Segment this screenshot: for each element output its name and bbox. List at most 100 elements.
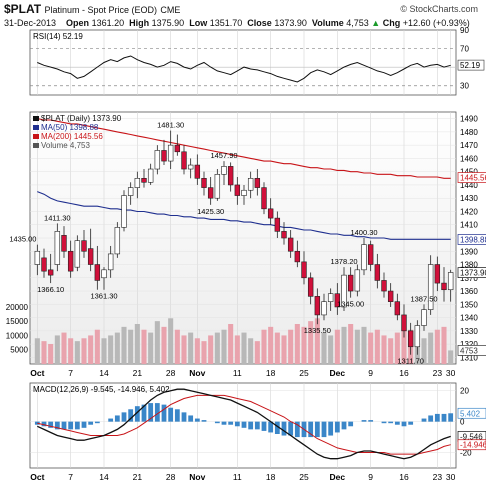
candle-body (41, 257, 47, 272)
candle-body (207, 187, 214, 199)
candle-body (387, 290, 394, 302)
legend-swatch (33, 116, 39, 121)
macd-histogram-bar (114, 415, 120, 422)
volume-bar (201, 341, 207, 364)
volume-bar (108, 335, 114, 364)
price-tick-label: 1320 (460, 340, 478, 349)
volume-bar (294, 324, 300, 364)
macd-histogram-bar (314, 421, 320, 438)
candle-body (61, 235, 67, 252)
legend-entry: MA(200) 1445.56 (41, 132, 103, 141)
legend-entry: Volume 4,753 (41, 141, 90, 150)
macd-histogram-bar (294, 421, 300, 438)
x-tick-label: 30 (446, 472, 456, 482)
volume-bar (194, 338, 200, 364)
candle-body (347, 274, 354, 292)
price-tick-label: 1390 (460, 247, 478, 256)
high-label: High (129, 18, 150, 28)
macd-histogram-bar (74, 421, 80, 430)
macd-histogram-bar (381, 421, 387, 424)
macd-value-box (457, 407, 486, 419)
macd-value-label: -9.546 (460, 432, 483, 441)
volume-bar (88, 335, 94, 364)
volume-bar (301, 326, 307, 364)
candle-body (114, 227, 121, 255)
price-value-box (457, 345, 486, 356)
macd-histogram-bar (328, 421, 334, 436)
price-value-box (457, 234, 486, 245)
volume-bar (128, 329, 134, 364)
rsi-value-label: 52.19 (460, 61, 481, 70)
x-tick-label: 14 (99, 368, 109, 378)
volume-bar (234, 335, 240, 364)
x-tick-label: 21 (133, 368, 143, 378)
volume-bar (81, 338, 87, 364)
volume-bar (134, 324, 140, 364)
macd-value-label: 5.402 (460, 409, 481, 418)
open-label: Open (66, 18, 90, 28)
macd-histogram-bar (348, 421, 354, 427)
rsi-tick-label: 70 (460, 45, 469, 54)
macd-histogram-bar (194, 418, 200, 422)
exchange: CME (160, 5, 181, 15)
volume-bar (248, 338, 254, 364)
x-tick-label: Nov (189, 472, 205, 482)
macd-signal-line (37, 394, 451, 455)
price-tick-label: 1470 (460, 141, 478, 150)
macd-histogram-bar (141, 404, 147, 422)
macd-histogram-bar (121, 412, 127, 422)
macd-histogram-bar (441, 413, 447, 422)
macd-histogram-bar (174, 409, 180, 422)
candle-body (287, 237, 294, 252)
x-tick-label: 28 (166, 472, 176, 482)
price-annotation: 1345.00 (337, 300, 364, 309)
candle-body (81, 240, 87, 252)
macd-histogram-bar (268, 421, 274, 433)
macd-histogram-bar (281, 421, 287, 436)
macd-histogram-bar (54, 421, 60, 430)
macd-histogram-bar (308, 421, 314, 438)
volume-bar (374, 329, 380, 364)
volume-bar (321, 332, 327, 364)
volume-bar (328, 335, 334, 364)
price-annotation: 1435.00 (9, 235, 36, 244)
volume-tick-label: 15000 (6, 317, 29, 326)
rsi-tick-label: 90 (460, 26, 469, 35)
macd-title: MACD(12,26,9) -9.545, -14.946, 5.402 (33, 385, 170, 394)
volume-bar (281, 335, 287, 364)
rsi-value-box (457, 59, 485, 71)
rsi-title: RSI(14) 52.19 (33, 32, 83, 41)
macd-histogram-bar (368, 420, 374, 422)
candle-body (434, 264, 441, 284)
price-tick-label: 1340 (460, 314, 478, 323)
macd-histogram-bar (401, 421, 407, 427)
macd-histogram-bar (68, 421, 74, 430)
candle-body (34, 250, 41, 265)
volume-tick-label: 10000 (6, 331, 29, 340)
volume-bar (61, 332, 67, 364)
x-tick-label: 7 (68, 472, 73, 482)
x-tick-label: 7 (68, 368, 73, 378)
macd-line (37, 388, 451, 460)
ohlc-line: 31-Dec-2013 Open 1361.20 High 1375.90 Lo… (4, 18, 470, 28)
candle-body (147, 168, 154, 183)
volume-bar (94, 329, 100, 364)
volume-bar (441, 326, 447, 364)
price-tick-label: 1430 (460, 194, 478, 203)
x-tick-label: 9 (368, 368, 373, 378)
volume-bar (41, 341, 47, 364)
x-tick-label: 16 (399, 368, 409, 378)
candle-body (254, 178, 261, 188)
price-tick-label: 1380 (460, 261, 478, 270)
macd-histogram-bar (81, 421, 87, 428)
legend-swatch (33, 143, 39, 148)
price-annotation: 1335.50 (304, 326, 331, 335)
ma50-line (37, 191, 451, 240)
close-label: Close (247, 18, 272, 28)
macd-tick-label: 20 (460, 387, 469, 396)
volume-bar (348, 324, 354, 364)
volume-bar (188, 332, 194, 364)
volume-bar (174, 329, 180, 364)
